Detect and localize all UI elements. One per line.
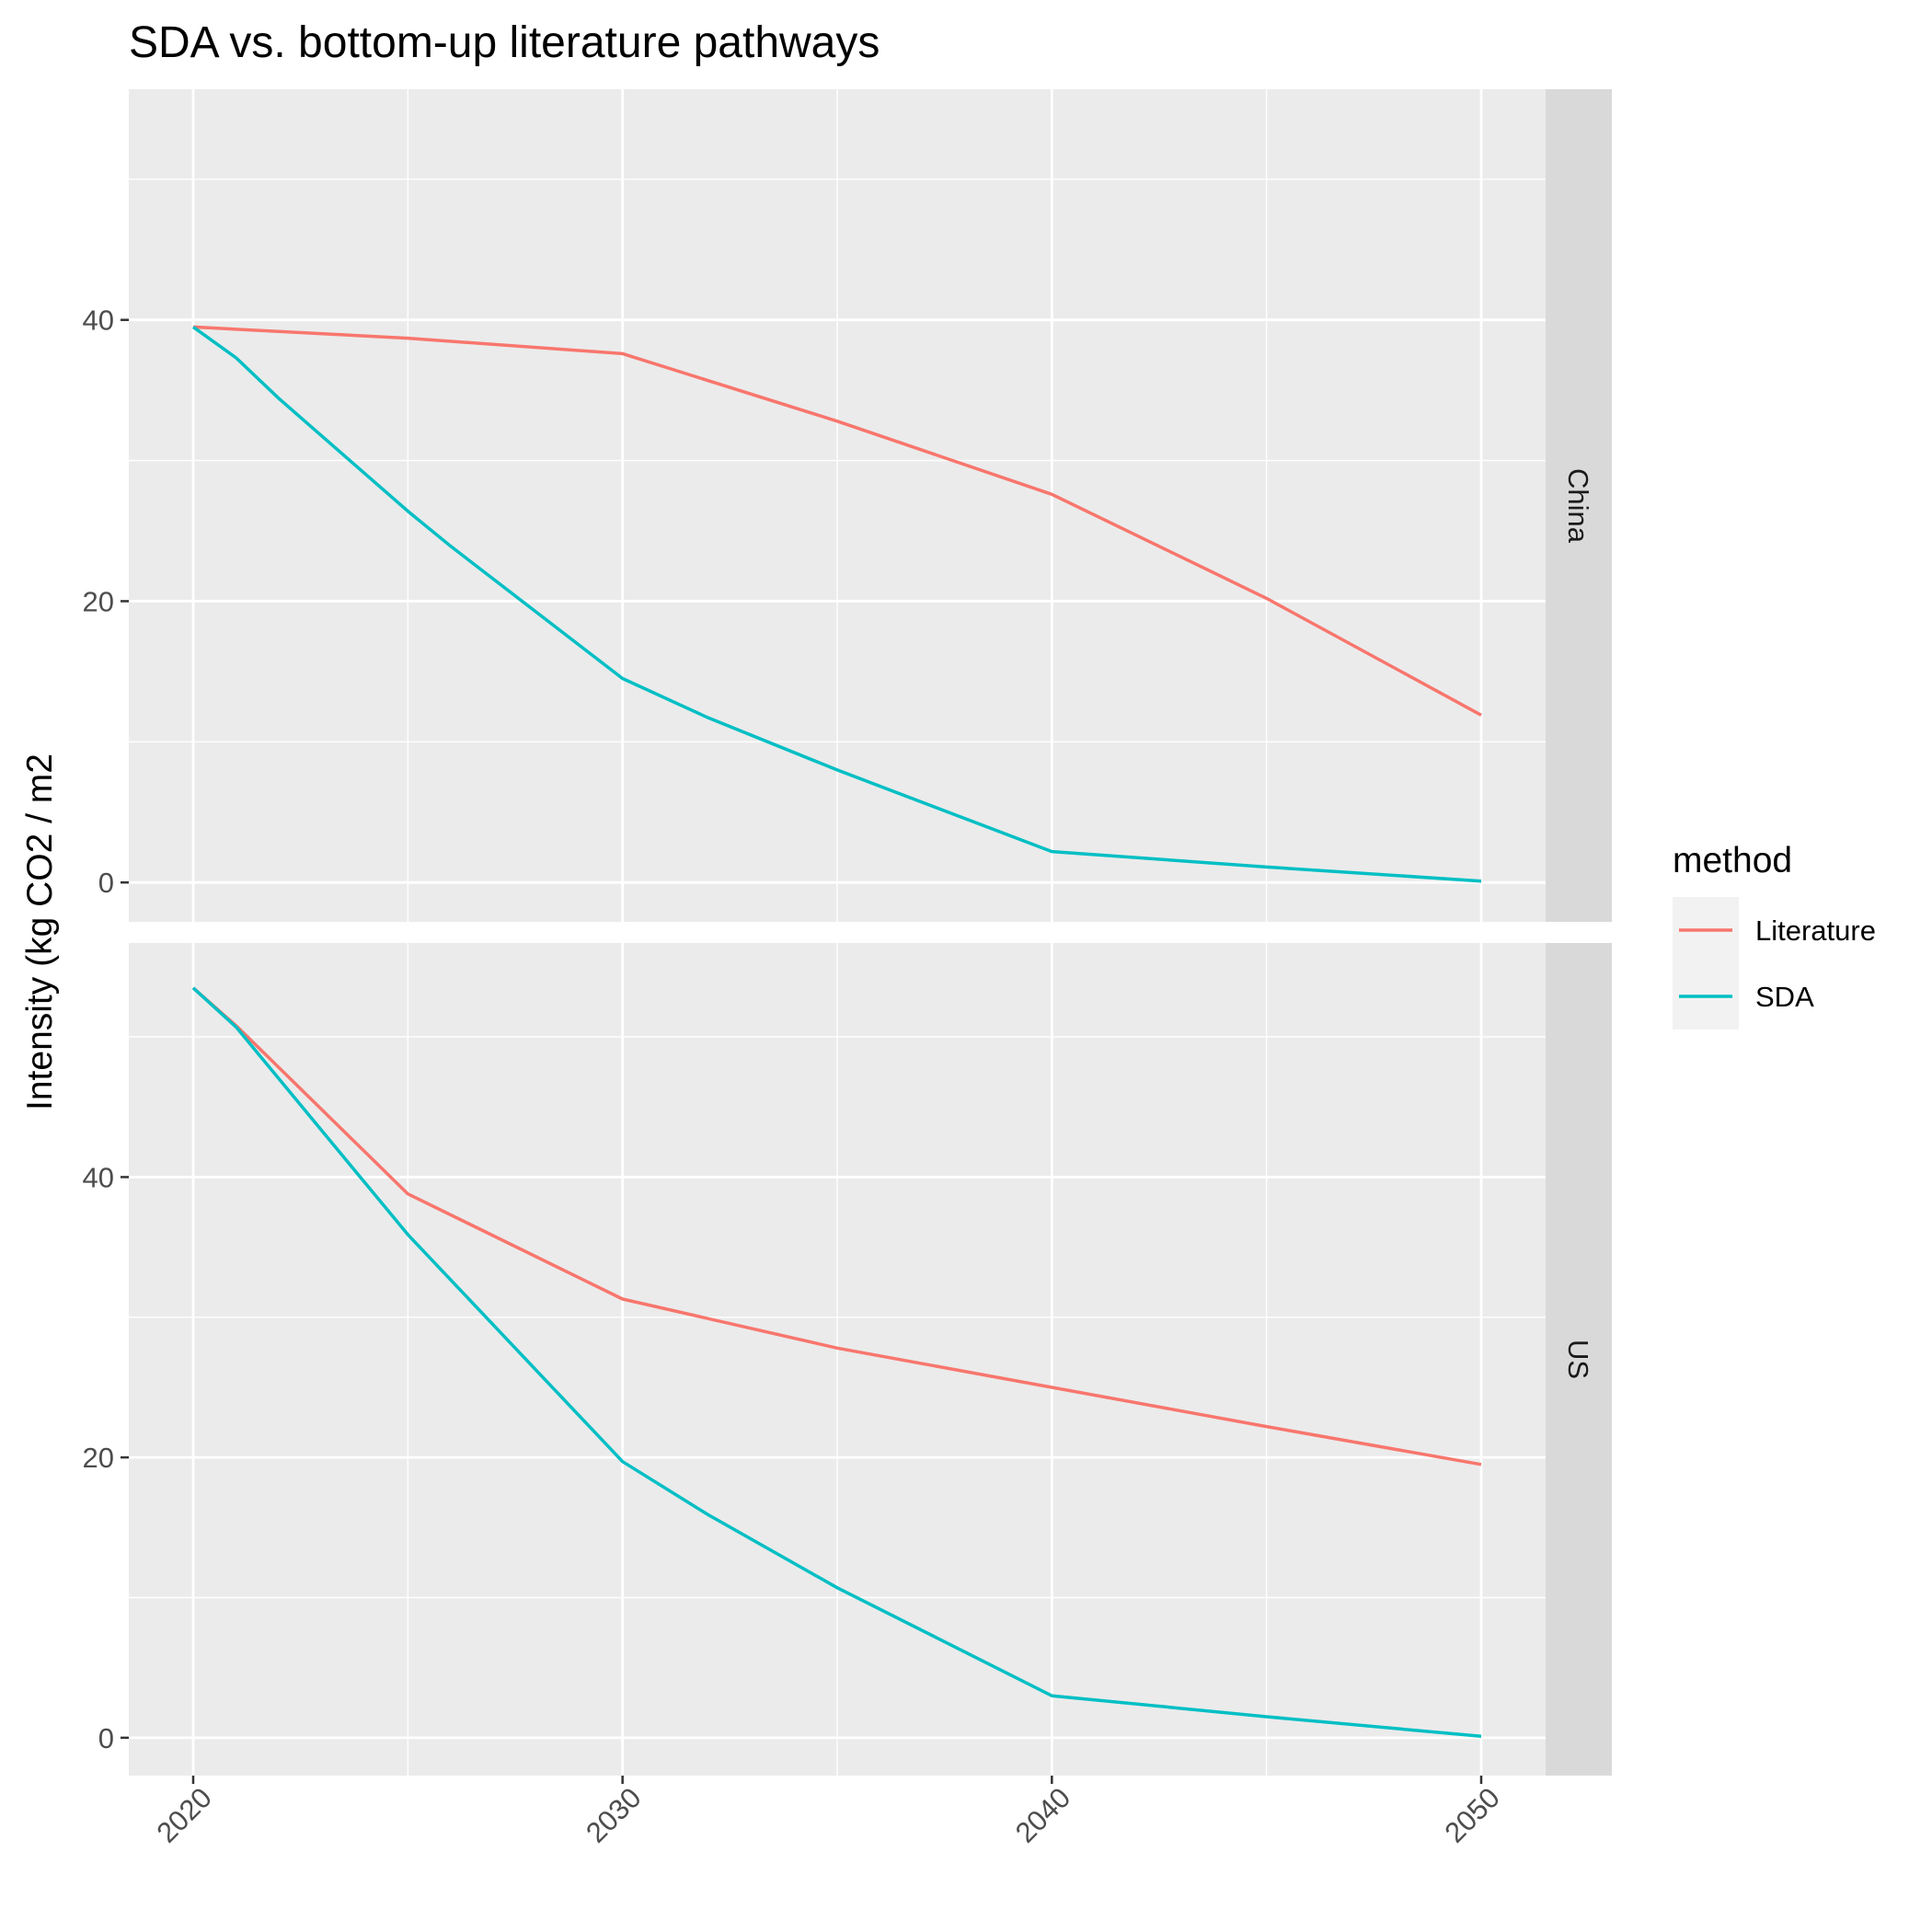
facet-china: 0 20 40 China [83, 89, 1612, 922]
x-tick-label: 2040 [1009, 1781, 1077, 1849]
x-tick-label: 2050 [1438, 1781, 1506, 1849]
gridlines-us [129, 943, 1546, 1776]
y-tick-labels-china: 0 20 40 [83, 305, 129, 899]
gridlines-china [129, 89, 1546, 922]
y-axis-title: Intensity (kg CO2 / m2 [20, 753, 60, 1110]
legend-title: method [1673, 841, 1792, 880]
y-tick-label-us: 40 [83, 1161, 114, 1193]
series-line-literature-china [192, 325, 1482, 717]
series-lines-us [191, 986, 1482, 1739]
y-tick-label-china: 40 [83, 305, 114, 337]
y-tick-label-china: 20 [83, 585, 114, 617]
y-tick-label-us: 20 [83, 1442, 114, 1474]
legend-label-literature: Literature [1755, 914, 1876, 947]
x-tick-label: 2020 [150, 1781, 218, 1849]
series-lines-china [191, 325, 1482, 883]
facet-strip-label-china: China [1562, 468, 1594, 544]
facet-us: 0 20 40 US [83, 943, 1612, 1776]
series-line-sda-us [191, 986, 1482, 1739]
x-tick-labels: 2020 2030 2040 2050 [150, 1776, 1506, 1849]
legend: method Literature SDA [1673, 841, 1876, 1029]
y-tick-label-us: 0 [98, 1722, 114, 1754]
y-tick-labels-us: 0 20 40 [83, 1161, 129, 1754]
x-tick-label: 2030 [580, 1781, 648, 1849]
series-line-literature-us [191, 986, 1482, 1466]
facet-strip-label-us: US [1562, 1340, 1594, 1379]
series-line-sda-china [191, 325, 1482, 883]
chart-title: SDA vs. bottom-up literature pathways [129, 18, 880, 67]
facet-strip-china [1546, 89, 1612, 922]
y-tick-label-china: 0 [98, 867, 114, 899]
legend-label-sda: SDA [1755, 981, 1814, 1013]
facet-strip-us [1546, 943, 1612, 1776]
